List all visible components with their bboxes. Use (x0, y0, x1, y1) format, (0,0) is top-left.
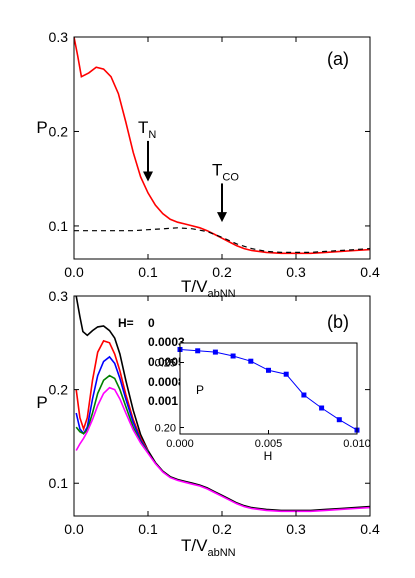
series-line-1 (74, 227, 370, 253)
y-tick-label: 0.3 (49, 29, 69, 45)
panel-b-x-label: T/VabNN (181, 536, 236, 559)
legend-prefix: H= (118, 316, 134, 330)
x-tick-label: 0.4 (360, 521, 380, 537)
y-tick-label: 0.2 (49, 382, 69, 398)
panel-b-y-label: P (36, 393, 47, 412)
inset-background (180, 343, 357, 434)
x-tick-label: 0.0 (64, 521, 84, 537)
x-tick-label: 0.1 (138, 264, 158, 280)
annotation-sub: N (148, 129, 156, 141)
inset-x-tick-label: 0.000 (166, 438, 194, 450)
x-tick-label: 0.1 (138, 521, 158, 537)
y-tick-label: 0.1 (49, 218, 69, 234)
annotation-arrow-head (217, 212, 227, 223)
panel-a-series (74, 37, 370, 255)
x-tick-label: 0.2 (212, 521, 232, 537)
series-line-0 (74, 37, 370, 255)
legend-entry: 0.0003 (148, 335, 185, 349)
panel-b-ticks: 0.0 0.1 0.2 0.3 0.4 0.1 0.2 0.3 (49, 288, 380, 537)
series-line-1 (75, 339, 149, 451)
inset-marker (195, 348, 201, 354)
annotation-label: TCO (212, 160, 239, 183)
legend-entry: 0 (148, 316, 155, 330)
inset-y-label: P (196, 383, 204, 397)
panel-a-x-label: T/VabNN (181, 277, 236, 300)
legend-entry: 0.0008 (148, 375, 185, 389)
panel-b-plot-area: 0.0 0.1 0.2 0.3 0.4 0.1 0.2 0.3 (49, 288, 380, 537)
x-tick-label: 0.3 (286, 264, 306, 280)
inset-x-tick-label: 0.005 (255, 438, 283, 450)
panel-b-inset: 0.000 0.005 0.010 0.20 0.25 P H (155, 342, 371, 463)
y-tick-label: 0.1 (49, 475, 69, 491)
inset-marker (319, 405, 325, 411)
panel-b-x-label-sub: abNN (207, 547, 235, 559)
panel-a-frame (73, 36, 371, 260)
x-tick-label: 0.3 (286, 521, 306, 537)
x-tick-label: 0.0 (64, 264, 84, 280)
annotation-sub: CO (222, 171, 239, 183)
series-line-4 (75, 386, 370, 513)
y-tick-label: 0.2 (49, 123, 69, 139)
panel-a-label: (a) (327, 49, 349, 69)
panel-a-x-label-main: T/V (181, 277, 208, 296)
panel-a-x-label-sub: abNN (207, 288, 235, 300)
series-line-0 (75, 296, 370, 512)
y-tick-label: 0.3 (49, 288, 69, 304)
inset-marker (212, 349, 218, 355)
inset-marker (336, 417, 342, 423)
inset-y-tick-label: 0.20 (155, 423, 176, 435)
x-tick-label: 0.2 (212, 264, 232, 280)
panel-b-series (75, 296, 370, 513)
annotation-label: TN (138, 118, 156, 141)
inset-ticks: 0.000 0.005 0.010 0.20 0.25 (155, 358, 371, 451)
legend-entry: 0.0005 (148, 355, 185, 369)
inset-frame (179, 342, 358, 435)
annotation-arrow-head (143, 171, 153, 182)
panel-a-ticks: 0.0 0.1 0.2 0.3 0.4 0.1 0.2 0.3 (49, 29, 380, 280)
panel-b-frame (73, 295, 371, 517)
panel-b-legend: H= 0 0.0003 0.0005 0.0008 0.001 (118, 316, 185, 408)
panel-b-label: (b) (327, 312, 349, 332)
panel-a-y-label: P (36, 118, 47, 137)
panel-b: P 0.0 0.1 0.2 0.3 0.4 0.1 0.2 0.3 (b) H= 0 0.00… (36, 288, 380, 559)
inset-marker (266, 367, 271, 373)
panel-a-plot-area: 0.0 0.1 0.2 0.3 0.4 0.1 0.2 0.3 (49, 29, 380, 280)
inset-y-tick-label: 0.25 (155, 358, 176, 370)
inset-x-label: H (264, 449, 273, 463)
series-line-3 (75, 374, 149, 453)
annotation-main: T (138, 118, 148, 137)
x-tick-label: 0.4 (360, 264, 380, 280)
inset-x-tick-label: 0.010 (343, 438, 371, 450)
inset-marker (230, 353, 236, 359)
inset-marker (301, 392, 307, 398)
legend-entry: 0.001 (148, 394, 178, 408)
inset-marker (248, 358, 254, 364)
inset-marker (283, 371, 289, 377)
panel-b-x-label-main: T/V (181, 536, 208, 555)
annotation-main: T (212, 160, 222, 179)
